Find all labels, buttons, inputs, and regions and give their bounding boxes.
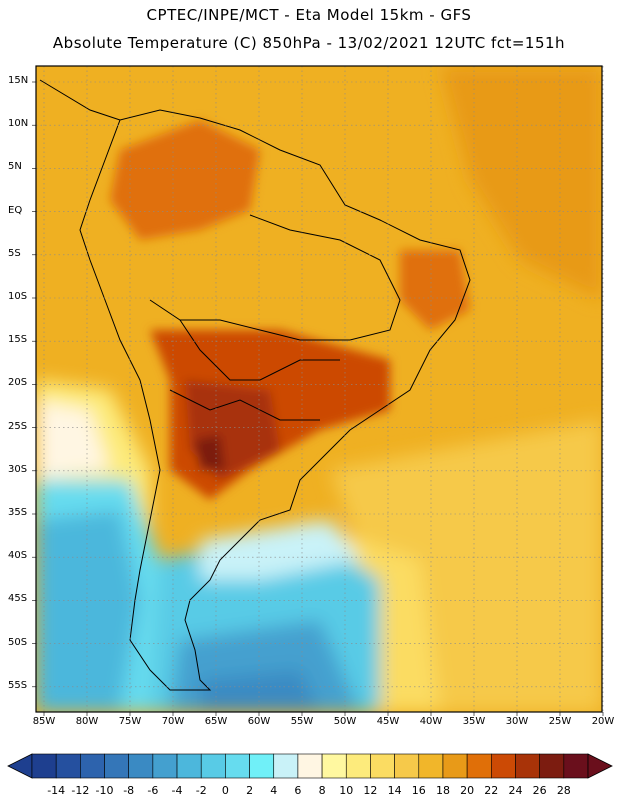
field-pacific-cream <box>36 400 110 480</box>
lon-label: 45W <box>376 716 400 727</box>
lon-label: 70W <box>161 716 185 727</box>
colorbar-segment <box>104 753 129 779</box>
colorbar-label: -6 <box>147 784 159 797</box>
colorbar-label: 20 <box>460 784 475 797</box>
lon-label: 65W <box>204 716 228 727</box>
colorbar-label: -2 <box>195 784 207 797</box>
lon-label: 25W <box>548 716 572 727</box>
colorbar-label: 14 <box>387 784 402 797</box>
colorbar-label: 6 <box>294 784 302 797</box>
colorbar-segment <box>297 753 323 779</box>
lat-label: 45S <box>8 593 28 605</box>
lon-label: 75W <box>118 716 142 727</box>
colorbar-segment <box>442 753 468 779</box>
field-ne-warm <box>440 66 602 300</box>
lat-label: 30S <box>8 463 28 475</box>
colorbar-segment <box>563 753 589 779</box>
field-colder-pacific <box>36 510 140 712</box>
field-chaco-hottest <box>195 435 225 470</box>
colorbar-segment <box>466 753 492 779</box>
lat-label: 20S <box>8 377 28 389</box>
colorbar-segment <box>539 753 565 779</box>
south-america-outline <box>79 109 471 691</box>
colorbar-segment <box>345 753 371 779</box>
lat-label: 35S <box>8 507 28 518</box>
colorbar-segment <box>321 753 347 779</box>
colorbar <box>7 753 613 779</box>
lat-label: EQ <box>8 204 23 216</box>
field-coldest-atlantic <box>200 670 320 712</box>
colorbar-segment <box>31 753 57 779</box>
colorbar-segment <box>176 753 202 779</box>
lon-label: 40W <box>419 716 443 727</box>
colorbar-label: 18 <box>435 784 450 797</box>
lon-label: 80W <box>75 716 99 727</box>
field-north-land-hot <box>110 120 260 240</box>
lon-label: 20W <box>591 716 615 727</box>
lat-label: 55S <box>8 679 28 691</box>
colorbar-segment <box>249 753 275 779</box>
colorbar-segment <box>515 753 540 779</box>
colorbar-label: 4 <box>270 784 278 797</box>
colorbar-label: 28 <box>556 784 571 797</box>
lon-label: 35W <box>462 716 486 727</box>
colorbar-label: -12 <box>71 784 90 797</box>
colorbar-segment <box>152 753 178 779</box>
colorbar-label: -4 <box>171 784 183 797</box>
lat-label: 5N <box>8 161 22 173</box>
central-america-coast <box>39 79 121 121</box>
colorbar-label: 22 <box>484 784 499 797</box>
lon-label: 50W <box>333 716 357 727</box>
title-line-1: CPTEC/INPE/MCT - Eta Model 15km - GFS <box>146 6 472 24</box>
lon-label: 85W <box>32 716 56 727</box>
colorbar-label: 10 <box>339 784 354 797</box>
colorbar-segment <box>370 753 395 779</box>
colorbar-over-arrow <box>587 753 613 779</box>
lat-label: 50S <box>8 636 28 648</box>
colorbar-label: 16 <box>411 784 426 797</box>
coastlines <box>39 79 471 691</box>
lon-label: 30W <box>505 716 529 727</box>
colorbar-label: 0 <box>221 784 229 797</box>
lon-label: 60W <box>247 716 271 727</box>
lat-label: 40S <box>8 550 28 562</box>
colorbar-label: 24 <box>508 784 523 797</box>
map-frame <box>35 65 603 713</box>
colorbar-under-arrow <box>7 753 33 779</box>
lat-label: 15S <box>8 334 28 346</box>
colorbar-segment <box>55 753 81 779</box>
colorbar-label: -8 <box>123 784 135 797</box>
colorbar-label: 26 <box>532 784 547 797</box>
lat-label: 5S <box>8 247 21 259</box>
lat-label: 10N <box>8 118 29 130</box>
lat-label: 10S <box>8 291 28 302</box>
colorbar-label: 8 <box>318 784 326 797</box>
colorbar-label: 12 <box>363 784 378 797</box>
border-line-1 <box>149 214 401 341</box>
colorbar-segment <box>491 753 516 779</box>
colorbar-label: 2 <box>246 784 254 797</box>
temperature-field <box>36 66 602 712</box>
lat-label: 25S <box>8 420 28 432</box>
colorbar-segment <box>80 753 105 779</box>
colorbar-label: -10 <box>95 784 114 797</box>
field-ne-brazil-hot <box>400 250 470 330</box>
field-pale-band <box>200 520 360 580</box>
lon-label: 55W <box>290 716 314 727</box>
colorbar-label: -14 <box>47 784 66 797</box>
border-line-3 <box>169 389 320 421</box>
colorbar-segment <box>418 753 444 779</box>
colorbar-segment <box>200 753 226 779</box>
title-line-2: Absolute Temperature (C) 850hPa - 13/02/… <box>52 34 566 52</box>
colorbar-segment <box>394 753 420 779</box>
colorbar-segment <box>225 753 250 779</box>
gridlines <box>32 66 604 716</box>
colorbar-segment <box>128 753 154 779</box>
border-line-2 <box>179 319 340 381</box>
colorbar-segment <box>273 753 299 779</box>
lat-label: 15N <box>8 75 29 86</box>
